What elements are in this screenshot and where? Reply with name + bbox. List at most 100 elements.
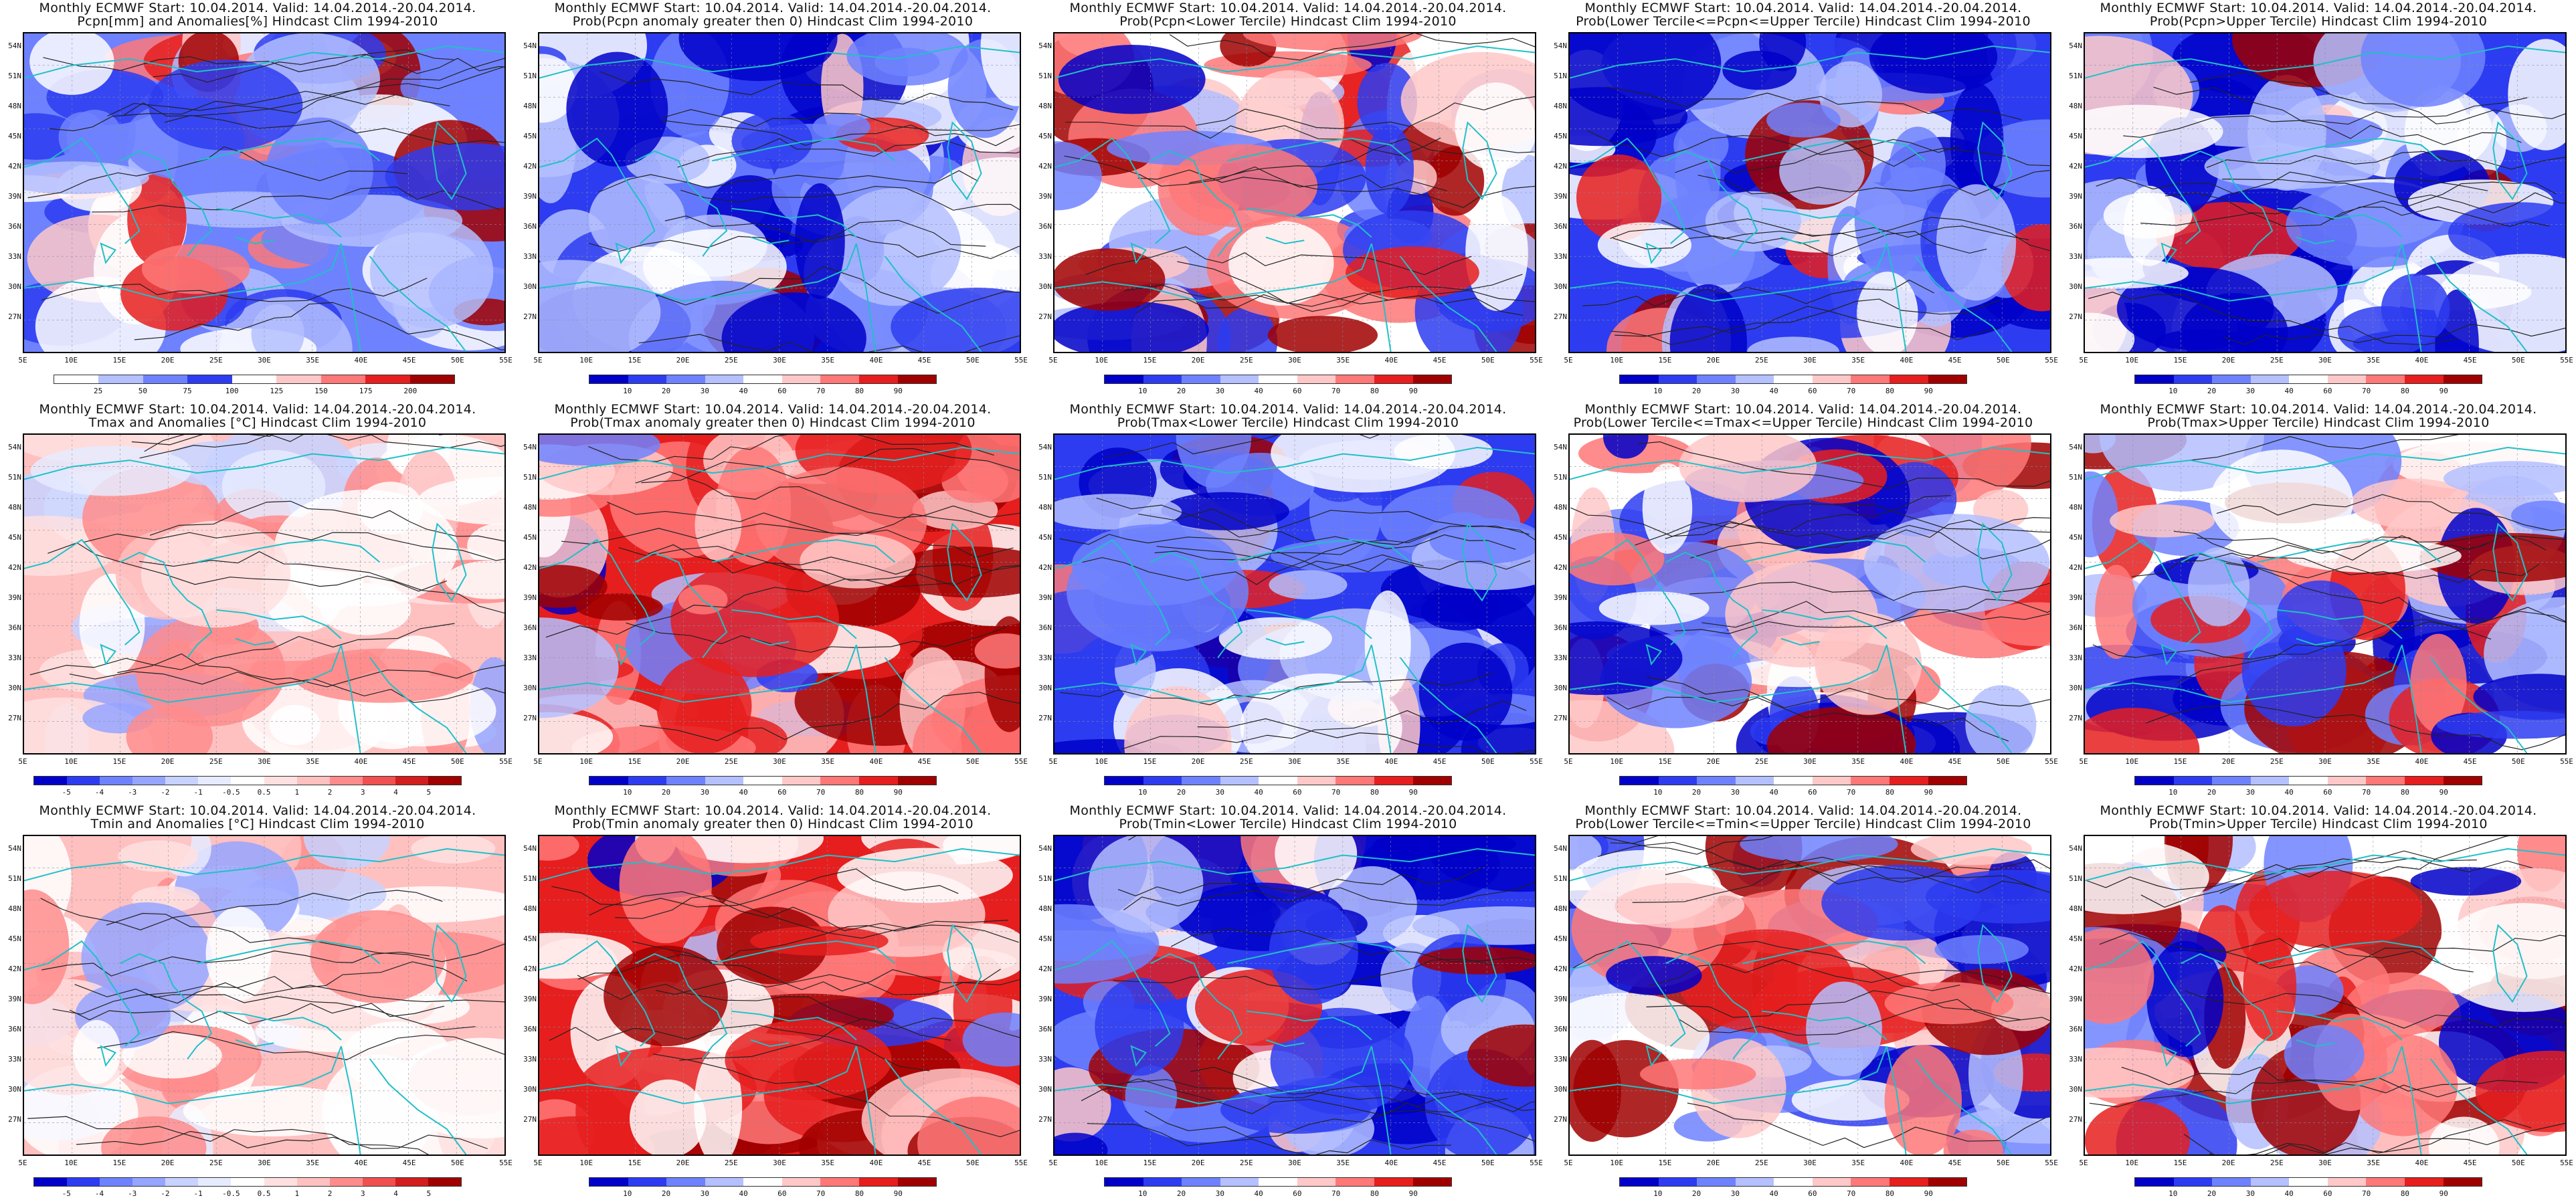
- colorbar-segment: [2289, 777, 2328, 785]
- latitude-label: 48N: [523, 904, 537, 913]
- latitude-label: 42N: [1554, 965, 1567, 973]
- latitude-label: 51N: [523, 874, 537, 883]
- longitude-label: 50E: [450, 1159, 464, 1167]
- longitude-label: 50E: [965, 1159, 980, 1167]
- longitude-label: 50E: [2511, 757, 2525, 766]
- colorbar-tick-label: 60: [1808, 387, 1817, 395]
- colorbar-segment: [2173, 375, 2213, 383]
- panel-title-line1: Monthly ECMWF Start: 10.04.2014. Valid: …: [39, 1, 476, 15]
- map-area: [23, 32, 506, 353]
- colorbar-tick-label: 30: [700, 788, 709, 797]
- colorbar-segment: [666, 777, 705, 785]
- panel-title-line1: Monthly ECMWF Start: 10.04.2014. Valid: …: [1584, 803, 2022, 818]
- colorbar-segment: [2327, 1178, 2367, 1186]
- latitude-label: 39N: [1038, 593, 1052, 602]
- longitude-label: 40E: [869, 356, 883, 365]
- longitude-label: 45E: [402, 1159, 416, 1167]
- colorbar-tick-label: 20: [1691, 788, 1701, 797]
- colorbar-segment: [1182, 777, 1220, 785]
- colorbar-segment: [232, 375, 277, 383]
- colorbar-tick-label: 30: [1215, 387, 1224, 395]
- colorbar-tick-label: 10: [2169, 788, 2178, 797]
- map-area: [1568, 433, 2051, 755]
- colorbar-segment: [54, 375, 99, 383]
- colorbar-tick-label: 5: [426, 1189, 432, 1198]
- colorbar-tick-label: 40: [1769, 788, 1778, 797]
- colorbar-segment: [1412, 777, 1452, 785]
- colorbar-tick-label: 20: [2207, 387, 2217, 395]
- colorbar-segment: [1297, 375, 1336, 383]
- colorbar-tick-label: 3: [360, 788, 365, 797]
- colorbar: [1104, 375, 1452, 384]
- colorbar-segment: [781, 1178, 821, 1186]
- colorbar-segment: [1297, 1178, 1336, 1186]
- longitude-label: 30E: [773, 356, 786, 365]
- latitude-label: 42N: [1038, 162, 1052, 171]
- longitude-label: 40E: [2415, 1159, 2429, 1167]
- latitude-label: 51N: [8, 473, 21, 482]
- colorbar-tick-label: 1: [294, 788, 300, 797]
- longitude-label: 10E: [1095, 1159, 1109, 1167]
- longitude-label: 5E: [2079, 356, 2088, 365]
- colorbar-segment: [858, 777, 898, 785]
- longitude-label: 20E: [2221, 757, 2235, 766]
- latitude-label: 51N: [1038, 874, 1052, 883]
- longitude-label: 20E: [2221, 1159, 2235, 1167]
- latitude-label: 48N: [2069, 904, 2082, 913]
- colorbar-segment: [1928, 375, 1967, 383]
- panel-title-line1: Monthly ECMWF Start: 10.04.2014. Valid: …: [554, 803, 992, 818]
- longitude-label: 25E: [724, 1159, 738, 1167]
- colorbar-tick-label: 2: [327, 1189, 333, 1198]
- longitude-label: 55E: [1530, 1159, 1543, 1167]
- latitude-label: 42N: [1554, 563, 1567, 572]
- colorbar-tick-label: 30: [700, 1189, 709, 1198]
- latitude-label: 54N: [8, 443, 21, 452]
- colorbar-tick-label: 90: [1408, 387, 1418, 395]
- colorbar-segment: [781, 375, 821, 383]
- latitude-label: 51N: [1554, 473, 1567, 482]
- panel-title-line2: Pcpn[mm] and Anomalies[%] Hindcast Clim …: [77, 14, 438, 29]
- panel-title-line2: Prob(Lower Tercile<=Tmax<=Upper Tercile)…: [1573, 415, 2033, 430]
- latitude-label: 33N: [1554, 252, 1567, 261]
- latitude-label: 39N: [8, 192, 21, 201]
- panel-title-line1: Monthly ECMWF Start: 10.04.2014. Valid: …: [2100, 402, 2537, 417]
- longitude-label: 30E: [258, 1159, 271, 1167]
- latitude-label: 48N: [1554, 503, 1567, 512]
- colorbar-tick-label: 40: [1254, 1189, 1263, 1198]
- colorbar-tick-label: -2: [161, 1189, 170, 1198]
- longitude-label: 35E: [306, 1159, 320, 1167]
- colorbar-labels: -5 -4 -3 -2 -1 -0.5 0.5 1 2 3 4 5: [33, 1189, 462, 1199]
- map-field: [539, 33, 1020, 352]
- latitude-label: 30N: [1554, 684, 1567, 692]
- map-field: [24, 836, 504, 1155]
- colorbar: [1104, 776, 1452, 785]
- latitude-label: 48N: [2069, 503, 2082, 512]
- latitude-label: 36N: [1038, 222, 1052, 231]
- panel-title-line1: Monthly ECMWF Start: 10.04.2014. Valid: …: [1069, 1, 1507, 15]
- latitude-label: 27N: [523, 714, 537, 722]
- colorbar-segment: [1658, 1178, 1697, 1186]
- panel-title-line1: Monthly ECMWF Start: 10.04.2014. Valid: …: [1584, 1, 2022, 15]
- colorbar-tick-label: -1: [193, 1189, 203, 1198]
- latitude-label: 48N: [1554, 904, 1567, 913]
- longitude-label: 15E: [1143, 356, 1157, 365]
- latitude-label: 42N: [8, 563, 21, 572]
- colorbar-segment: [198, 777, 232, 785]
- map-field: [1570, 435, 2050, 753]
- longitude-label: 45E: [402, 757, 416, 766]
- colorbar-segment: [1143, 1178, 1182, 1186]
- latitude-label: 33N: [2069, 1055, 2082, 1064]
- panel-title-line1: Monthly ECMWF Start: 10.04.2014. Valid: …: [1069, 402, 1507, 417]
- longitude-label: 15E: [112, 356, 126, 365]
- map-field: [1054, 435, 1535, 753]
- colorbar-segment: [1697, 777, 1736, 785]
- longitude-label: 25E: [2270, 1159, 2284, 1167]
- panel-title-line2: Prob(Tmax anomaly greater then 0) Hindca…: [570, 415, 976, 430]
- colorbar-segment: [1928, 777, 1967, 785]
- longitude-label: 10E: [64, 356, 78, 365]
- longitude-label: 55E: [499, 757, 513, 766]
- panel-title-line2: Prob(Tmin>Upper Tercile) Hindcast Clim 1…: [2149, 817, 2488, 831]
- longitude-label: 5E: [18, 757, 27, 766]
- longitude-label: 55E: [2560, 757, 2573, 766]
- longitude-label: 50E: [1996, 1159, 2010, 1167]
